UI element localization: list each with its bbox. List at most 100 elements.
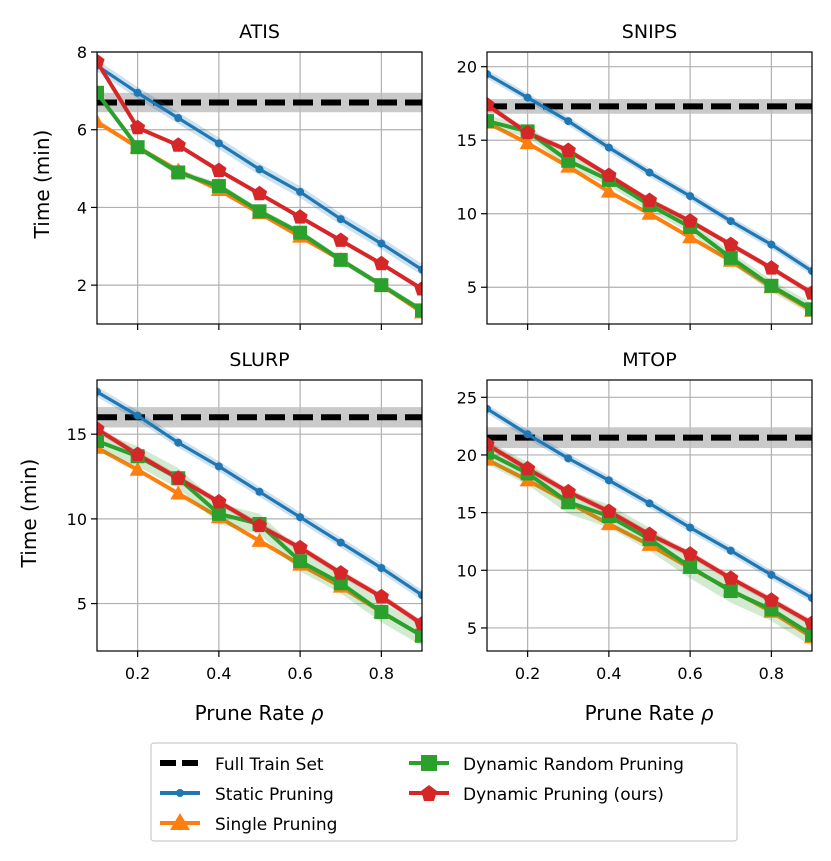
dynamic-point bbox=[251, 517, 268, 533]
full-train-band bbox=[487, 99, 812, 114]
panel-frame bbox=[96, 379, 423, 652]
static-point bbox=[686, 523, 695, 532]
legend-single-marker bbox=[170, 813, 190, 830]
dynamic-point bbox=[292, 209, 308, 224]
y-tick-label: 5 bbox=[467, 619, 477, 638]
legend-dynamic-marker bbox=[421, 785, 437, 801]
panel-title: ATIS bbox=[239, 21, 280, 43]
legend-item-dynamic: Dynamic Pruning (ours) bbox=[409, 785, 664, 805]
static-point bbox=[564, 117, 573, 126]
static-point bbox=[255, 165, 264, 174]
static-point bbox=[174, 438, 183, 447]
y-tick-label: 8 bbox=[77, 43, 87, 62]
random-point bbox=[805, 302, 812, 317]
static-point bbox=[726, 546, 735, 555]
y-tick-label: 10 bbox=[67, 510, 87, 529]
static-point bbox=[487, 70, 491, 79]
dynamic-point bbox=[560, 142, 576, 157]
legend-random-marker bbox=[421, 755, 437, 771]
legend-static-label: Static Pruning bbox=[215, 785, 334, 805]
dynamic-point bbox=[130, 446, 146, 461]
static-point bbox=[133, 88, 142, 97]
legend-dynamic-label: Dynamic Pruning (ours) bbox=[463, 785, 664, 805]
dynamic-point bbox=[682, 546, 698, 561]
static-point bbox=[336, 538, 345, 547]
y-tick-label: 10 bbox=[457, 561, 477, 580]
dynamic-point bbox=[601, 167, 617, 182]
full-train-band bbox=[97, 92, 422, 113]
legend-item-full: Full Train Set bbox=[160, 755, 324, 775]
static-point bbox=[336, 215, 345, 224]
dynamic-point bbox=[97, 421, 105, 436]
x-axis-label-left: Prune Rate ρ bbox=[195, 701, 324, 725]
dynamic-point bbox=[804, 285, 812, 300]
legend-static-marker bbox=[176, 789, 184, 797]
y-tick-label: 10 bbox=[457, 205, 477, 224]
legend: Full Train Set Static Pruning Single Pru… bbox=[150, 742, 738, 842]
single-point bbox=[129, 461, 146, 476]
y-tick-label: 5 bbox=[77, 595, 87, 614]
dynamic-point bbox=[170, 470, 186, 485]
random-point bbox=[415, 303, 422, 318]
full-train-band bbox=[487, 427, 812, 449]
legend-item-static: Static Pruning bbox=[160, 785, 334, 805]
y-tick-label: 25 bbox=[457, 388, 477, 407]
panel-frame bbox=[486, 51, 813, 325]
random-point bbox=[805, 627, 812, 642]
static-point bbox=[767, 240, 776, 249]
x-tick-label: 0.4 bbox=[596, 664, 621, 683]
static-point bbox=[808, 267, 812, 276]
random-point bbox=[683, 559, 698, 574]
x-tick-label: 0.6 bbox=[287, 664, 312, 683]
static-point bbox=[767, 570, 776, 579]
static-point bbox=[808, 593, 812, 602]
static-point bbox=[487, 404, 491, 413]
single-point bbox=[251, 532, 268, 547]
single-point bbox=[682, 229, 699, 244]
dynamic-point bbox=[487, 96, 495, 112]
dynamic-point bbox=[601, 503, 617, 518]
panel-mtop: 5 10 15 20 25 0.2 0.4 0.6 0.8 MTOP bbox=[457, 349, 813, 683]
x-tick-label: 0.4 bbox=[206, 664, 231, 683]
random-point bbox=[211, 506, 226, 521]
dynamic-point bbox=[333, 232, 349, 247]
y-axis-label-top: Time (min) bbox=[30, 130, 54, 240]
x-axis-label-text: Prune Rate bbox=[585, 701, 695, 725]
static-point bbox=[604, 476, 613, 485]
static-point bbox=[418, 591, 422, 600]
single-point bbox=[487, 451, 495, 466]
random-point bbox=[97, 85, 104, 100]
y-tick-label: 15 bbox=[457, 131, 477, 150]
legend-item-random: Dynamic Random Pruning bbox=[409, 755, 684, 775]
dynamic-point bbox=[251, 185, 268, 201]
dynamic-point bbox=[292, 539, 308, 555]
dynamic-point bbox=[641, 192, 658, 207]
y-tick-label: 5 bbox=[467, 278, 477, 297]
dynamic-point bbox=[130, 119, 146, 135]
panel-frame bbox=[486, 379, 813, 652]
x-tick-label: 0.6 bbox=[677, 664, 702, 683]
panels: 2 4 6 8 ATIS 5 10 15 20 SNIPS 5 10 15 0.2 0.4 0.6 0.8 SLU… bbox=[67, 21, 813, 683]
static-point bbox=[377, 239, 386, 248]
static-point bbox=[377, 564, 386, 573]
random-point bbox=[252, 204, 267, 219]
random-point bbox=[764, 278, 779, 293]
static-point bbox=[214, 462, 223, 471]
x-tick-label: 0.8 bbox=[759, 664, 784, 683]
y-tick-label: 15 bbox=[457, 504, 477, 523]
x-axis-label-right: Prune Rate ρ bbox=[585, 701, 714, 725]
legend-full-label: Full Train Set bbox=[215, 755, 324, 775]
static-point bbox=[418, 265, 422, 274]
static-point bbox=[133, 411, 142, 420]
single-point bbox=[97, 113, 105, 128]
y-tick-label: 2 bbox=[77, 276, 87, 295]
y-tick-label: 15 bbox=[67, 425, 87, 444]
dynamic-point bbox=[414, 281, 422, 296]
static-point bbox=[296, 513, 305, 522]
single-point bbox=[519, 135, 536, 150]
x-axis-label-symbol: ρ bbox=[311, 701, 324, 725]
y-tick-label: 20 bbox=[457, 58, 477, 77]
x-tick-label: 0.2 bbox=[125, 664, 150, 683]
y-tick-label: 4 bbox=[77, 198, 87, 217]
